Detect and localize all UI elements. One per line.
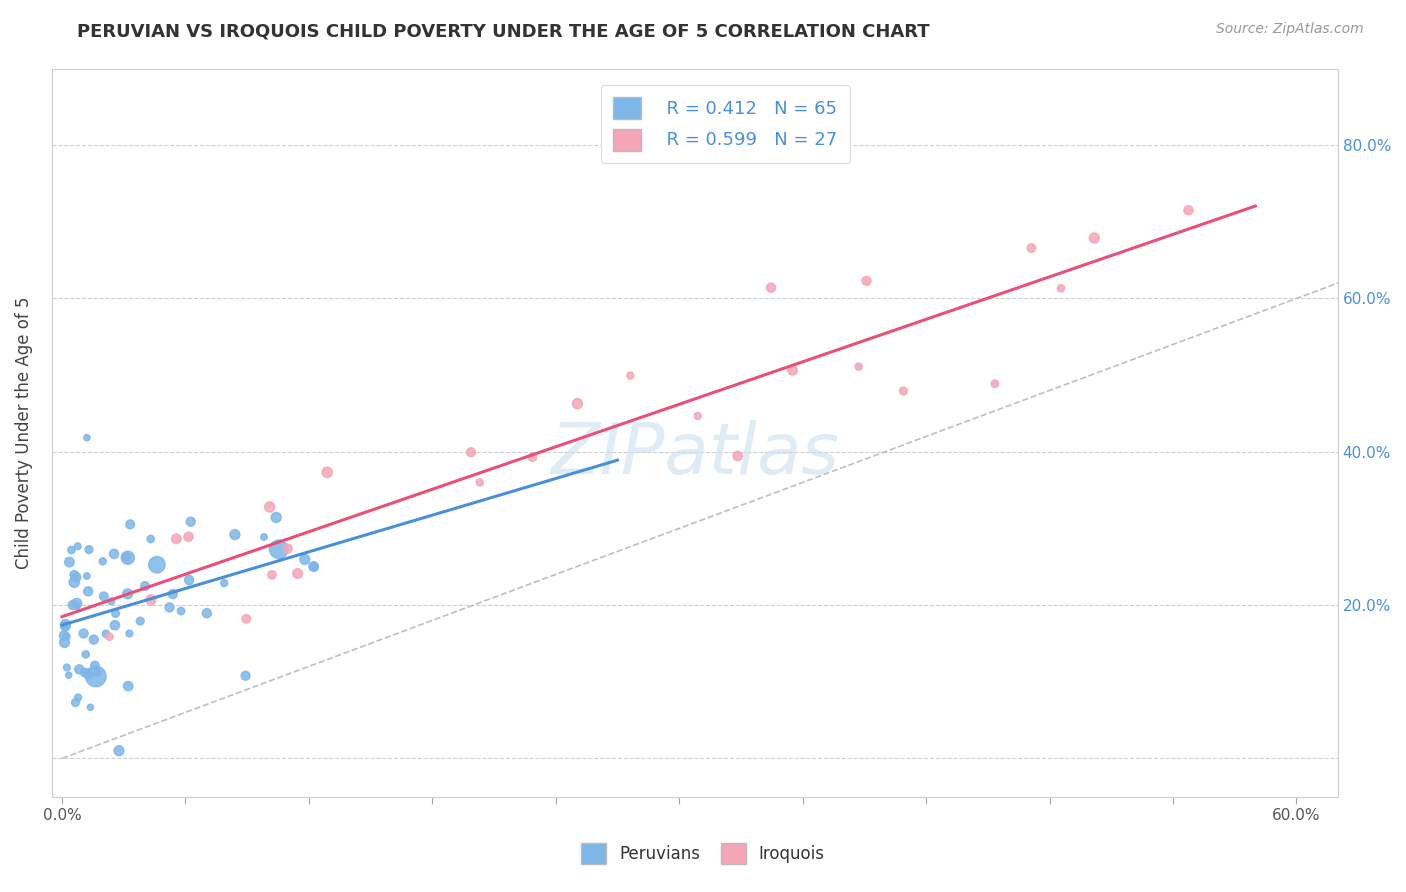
Point bbox=[79, 700, 101, 714]
Point bbox=[67, 662, 90, 676]
Point bbox=[170, 604, 193, 618]
Point bbox=[267, 542, 290, 557]
Point bbox=[66, 599, 89, 613]
Point bbox=[1050, 281, 1073, 295]
Point bbox=[177, 530, 200, 544]
Point bbox=[159, 600, 181, 615]
Point bbox=[522, 450, 544, 465]
Text: Source: ZipAtlas.com: Source: ZipAtlas.com bbox=[1216, 22, 1364, 37]
Point bbox=[67, 690, 90, 705]
Point bbox=[848, 359, 870, 374]
Y-axis label: Child Poverty Under the Age of 5: Child Poverty Under the Age of 5 bbox=[15, 296, 32, 569]
Point bbox=[84, 669, 107, 683]
Point bbox=[108, 744, 131, 758]
Point bbox=[259, 500, 281, 514]
Point bbox=[162, 587, 184, 601]
Point bbox=[1083, 231, 1105, 245]
Point bbox=[62, 598, 84, 612]
Point bbox=[63, 567, 86, 582]
Point bbox=[66, 596, 89, 610]
Point bbox=[77, 666, 100, 681]
Legend: Peruvians, Iroquois: Peruvians, Iroquois bbox=[575, 837, 831, 871]
Point bbox=[118, 626, 141, 640]
Point bbox=[53, 635, 76, 649]
Point bbox=[235, 669, 257, 683]
Point bbox=[55, 629, 77, 643]
Point bbox=[91, 554, 114, 568]
Point bbox=[58, 668, 80, 682]
Point bbox=[139, 592, 162, 607]
Legend:   R = 0.412   N = 65,   R = 0.599   N = 27: R = 0.412 N = 65, R = 0.599 N = 27 bbox=[600, 85, 849, 163]
Point bbox=[253, 530, 276, 544]
Point bbox=[316, 465, 339, 479]
Point bbox=[260, 567, 283, 582]
Point bbox=[103, 547, 125, 561]
Point bbox=[134, 579, 156, 593]
Point bbox=[60, 543, 83, 558]
Point bbox=[567, 397, 589, 411]
Point bbox=[146, 558, 169, 572]
Point bbox=[98, 630, 121, 644]
Point bbox=[53, 619, 76, 633]
Point bbox=[75, 648, 97, 662]
Point bbox=[782, 363, 804, 377]
Point bbox=[120, 517, 142, 532]
Point bbox=[1021, 241, 1043, 255]
Point bbox=[212, 576, 235, 591]
Point bbox=[1177, 203, 1199, 218]
Point bbox=[460, 445, 482, 459]
Text: PERUVIAN VS IROQUOIS CHILD POVERTY UNDER THE AGE OF 5 CORRELATION CHART: PERUVIAN VS IROQUOIS CHILD POVERTY UNDER… bbox=[77, 22, 929, 40]
Point bbox=[63, 575, 86, 590]
Point bbox=[76, 431, 98, 445]
Point bbox=[83, 658, 105, 673]
Point bbox=[855, 274, 877, 288]
Point bbox=[304, 560, 326, 574]
Point bbox=[56, 660, 79, 674]
Text: ZIPatlas: ZIPatlas bbox=[550, 420, 839, 489]
Point bbox=[165, 532, 187, 546]
Point bbox=[277, 541, 299, 556]
Point bbox=[129, 614, 152, 628]
Point bbox=[104, 607, 127, 621]
Point bbox=[65, 696, 87, 710]
Point bbox=[984, 376, 1007, 391]
Point bbox=[302, 559, 325, 574]
Point bbox=[686, 409, 709, 423]
Point bbox=[759, 281, 782, 295]
Point bbox=[117, 550, 139, 565]
Point bbox=[117, 679, 139, 693]
Point bbox=[93, 589, 115, 603]
Point bbox=[177, 573, 200, 587]
Point bbox=[264, 510, 287, 524]
Point bbox=[104, 618, 127, 632]
Point bbox=[727, 449, 749, 463]
Point bbox=[235, 612, 257, 626]
Point bbox=[77, 584, 100, 599]
Point bbox=[180, 515, 202, 529]
Point bbox=[83, 632, 105, 647]
Point bbox=[195, 606, 218, 620]
Point bbox=[58, 555, 80, 569]
Point bbox=[66, 539, 89, 553]
Point bbox=[77, 542, 100, 557]
Point bbox=[139, 532, 162, 546]
Point bbox=[72, 626, 94, 640]
Point bbox=[115, 550, 138, 565]
Point bbox=[287, 566, 309, 581]
Point bbox=[86, 665, 108, 680]
Point bbox=[76, 569, 98, 583]
Point bbox=[893, 384, 915, 398]
Point bbox=[468, 475, 491, 490]
Point bbox=[73, 665, 96, 680]
Point bbox=[53, 628, 76, 642]
Point bbox=[224, 527, 246, 541]
Point bbox=[55, 617, 77, 632]
Point bbox=[100, 594, 122, 608]
Point bbox=[294, 552, 316, 566]
Point bbox=[117, 587, 139, 601]
Point bbox=[619, 368, 641, 383]
Point bbox=[65, 570, 87, 584]
Point bbox=[94, 627, 117, 641]
